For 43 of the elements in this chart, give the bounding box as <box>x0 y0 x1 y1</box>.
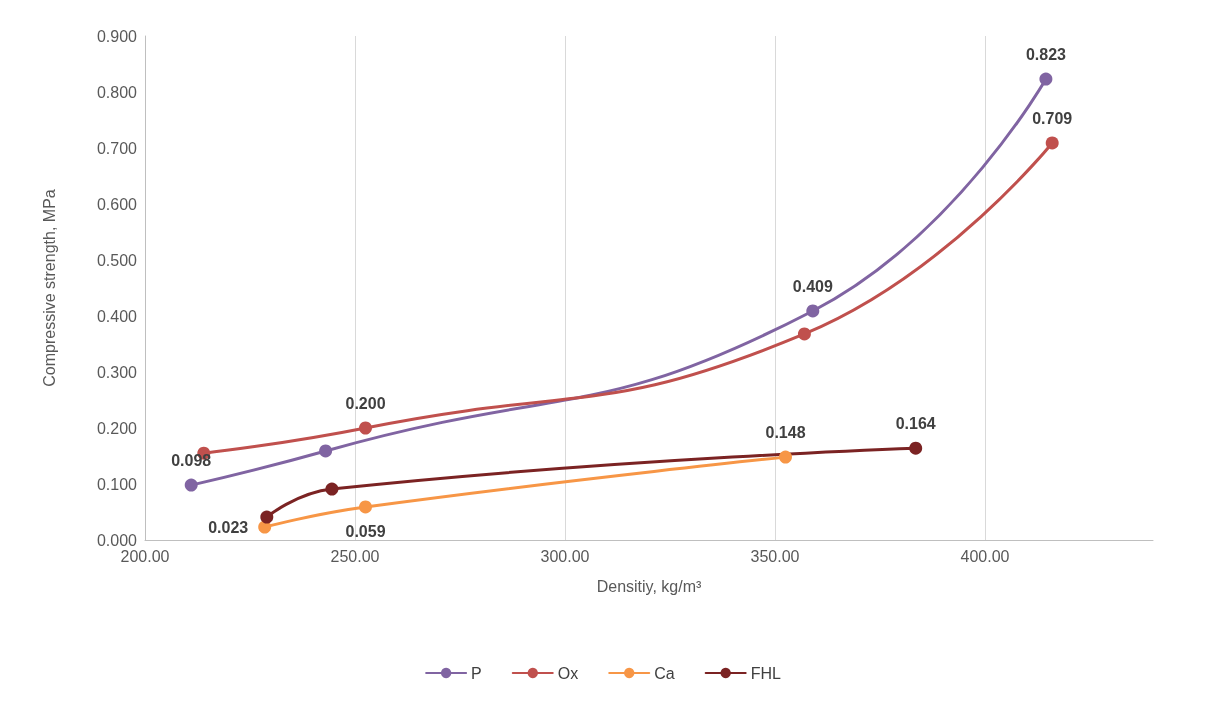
point <box>1045 136 1059 150</box>
point <box>779 450 792 464</box>
point <box>325 482 339 496</box>
y-axis-title: Compressive strength, MPa <box>40 189 58 387</box>
y-tick-label: 0.000 <box>96 531 138 549</box>
data-label: 0.098 <box>171 452 212 470</box>
data-label: 0.148 <box>765 424 806 442</box>
x-tick-label: 250.00 <box>330 547 380 565</box>
x-axis-title: Densitiy, kg/m³ <box>596 577 702 595</box>
point <box>258 520 272 534</box>
point <box>909 441 923 455</box>
point <box>797 327 811 341</box>
legend-label: FHL <box>750 664 781 682</box>
data-label: 0.200 <box>345 395 386 412</box>
point <box>184 478 198 492</box>
y-tick-label: 0.800 <box>96 83 138 101</box>
point <box>1039 72 1053 86</box>
y-tick-label: 0.300 <box>96 363 138 381</box>
point <box>359 421 372 435</box>
data-label: 0.164 <box>895 415 936 433</box>
y-tick-label: 0.200 <box>96 419 138 437</box>
point <box>260 510 274 524</box>
y-tick-label: 0.400 <box>96 307 138 325</box>
x-tick-label: 350.00 <box>750 547 800 565</box>
y-tick-label: 0.500 <box>96 251 138 269</box>
legend-label: Ca <box>654 664 675 682</box>
legend-label: Ox <box>557 664 579 682</box>
data-label: 0.409 <box>792 277 833 295</box>
x-tick-label: 400.00 <box>960 547 1010 565</box>
x-tick-label: 200.00 <box>120 547 170 565</box>
x-tick-label: 300.00 <box>540 547 590 565</box>
y-tick-label: 0.600 <box>96 195 138 213</box>
point <box>359 500 372 514</box>
data-label: 0.709 <box>1032 109 1073 127</box>
data-label: 0.823 <box>1025 46 1067 64</box>
point <box>319 444 333 458</box>
y-tick-label: 0.900 <box>96 27 138 45</box>
data-label: 0.023 <box>208 518 249 536</box>
point <box>806 304 820 318</box>
data-label: 0.059 <box>345 522 386 540</box>
legend-label: P <box>471 664 482 682</box>
y-tick-label: 0.700 <box>96 139 138 157</box>
y-tick-label: 0.100 <box>96 475 138 493</box>
